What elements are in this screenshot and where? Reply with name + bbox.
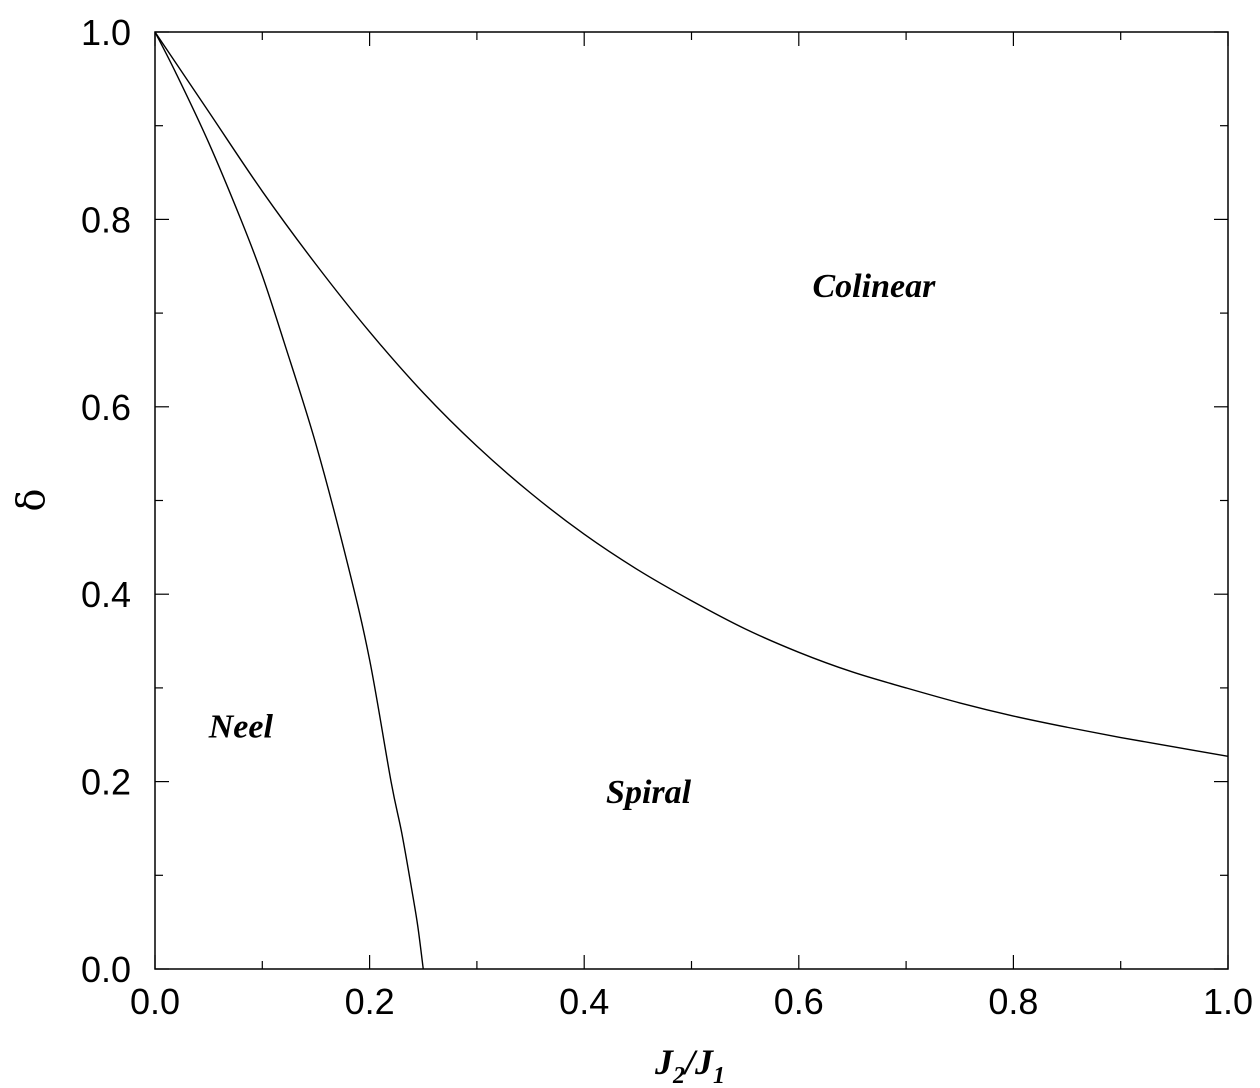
tick-labels: 0.0 0.2 0.4 0.6 0.8 1.0 0.0 0.2 0.4 0.6 0.8 1.0 <box>81 12 1253 1022</box>
y-tick-label: 1.0 <box>81 12 131 53</box>
ticks <box>154 31 1229 970</box>
x-tick-label: 1.0 <box>1203 981 1253 1022</box>
y-tick-label: 0.4 <box>81 574 131 615</box>
y-tick-label: 0.6 <box>81 387 131 428</box>
y-axis-title: δ <box>9 489 53 512</box>
region-label-neel: Neel <box>208 708 274 745</box>
region-label-colinear: Colinear <box>813 268 937 305</box>
x-axis-title: J2/J1 <box>654 1042 725 1088</box>
curves <box>154 31 1229 970</box>
plot-frame <box>154 31 1229 970</box>
x-tick-label: 0.2 <box>345 981 395 1022</box>
y-tick-label: 0.0 <box>81 949 131 990</box>
region-label-spiral: Spiral <box>606 774 692 811</box>
x-tick-label: 0.6 <box>774 981 824 1022</box>
x-tick-label: 0.0 <box>130 981 180 1022</box>
x-tick-label: 0.4 <box>559 981 609 1022</box>
y-tick-label: 0.2 <box>81 762 131 803</box>
x-tick-label: 0.8 <box>988 981 1038 1022</box>
colinear-boundary-line <box>154 31 1229 757</box>
annotations: Colinear Neel Spiral <box>208 268 936 811</box>
neel-spiral-boundary-line <box>154 31 424 970</box>
y-tick-label: 0.8 <box>81 199 131 240</box>
